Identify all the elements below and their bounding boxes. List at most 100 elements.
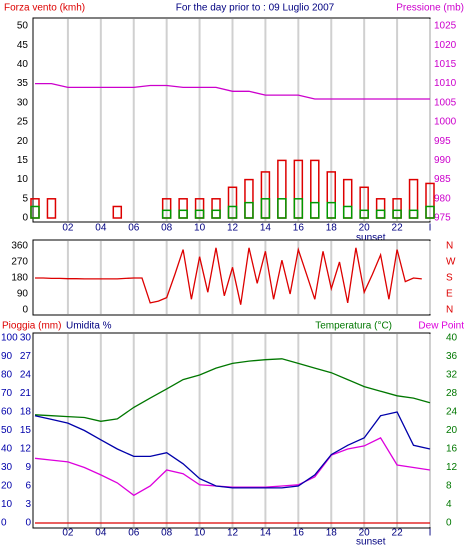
y-tick-label: 45	[17, 40, 29, 51]
y-tick-label: 30	[17, 97, 29, 108]
bar	[244, 201, 254, 219]
x-tick-label: 12	[227, 223, 239, 234]
y-tick-label: 0	[22, 305, 28, 316]
x-tick-label: 16	[293, 528, 305, 539]
series-line	[34, 411, 431, 489]
y-tick-label: 35	[17, 78, 29, 89]
axis-title: Temperatura (°C)	[315, 321, 392, 332]
y2-tick-label: 1025	[434, 21, 457, 32]
x-tick-label: 20	[359, 528, 371, 539]
y-tick-label: 5	[22, 193, 28, 204]
y2-tick-label: 985	[434, 174, 451, 185]
axis-title: Dew Point	[418, 321, 464, 332]
series-line	[34, 358, 431, 422]
x-tick-label: 10	[194, 528, 206, 539]
bar	[342, 205, 353, 219]
y2-tick-label: 975	[434, 213, 451, 224]
axis-title: Pioggia (mm)	[2, 321, 61, 332]
series-line	[35, 247, 422, 305]
x-tick-label: 14	[260, 528, 272, 539]
axis-title: Pressione (mb)	[396, 3, 464, 14]
bar	[408, 209, 419, 219]
x-tick-label: 08	[161, 223, 173, 234]
x-tick-label: 08	[161, 528, 173, 539]
y3-tick-label: 18	[20, 407, 32, 418]
y-tick-label: 70	[1, 388, 13, 399]
bar	[310, 201, 320, 219]
x-tick-label: 06	[128, 223, 140, 234]
y2-tick-label: 4	[446, 499, 452, 510]
y-tick-label: 10	[17, 174, 29, 185]
bar	[293, 198, 304, 219]
y-tick-label: 20	[1, 481, 13, 492]
y-tick-label: 360	[11, 241, 28, 252]
y-tick-label: 20	[17, 136, 29, 147]
y2-tick-label: 1000	[434, 117, 457, 128]
bar	[277, 198, 287, 219]
y-tick-label: 15	[17, 155, 29, 166]
bar	[425, 205, 435, 219]
y3-tick-label: 30	[20, 333, 32, 344]
y-tick-label: 40	[1, 444, 13, 455]
bar	[260, 198, 271, 219]
axis-title: Forza vento (kmh)	[4, 3, 85, 14]
x-tick-label: 04	[95, 528, 107, 539]
y2-tick-label: E	[446, 289, 453, 300]
y2-tick-label: N	[446, 241, 453, 252]
y2-tick-label: 1010	[434, 78, 457, 89]
y-tick-label: 0	[1, 518, 7, 529]
y2-tick-label: 28	[446, 388, 458, 399]
x-tick-label: 10	[194, 223, 206, 234]
bar	[227, 205, 238, 219]
y-tick-label: 50	[17, 21, 29, 32]
bar	[161, 209, 172, 219]
bar	[392, 209, 402, 219]
y3-tick-label: 9	[25, 462, 31, 473]
y-tick-label: 90	[1, 351, 13, 362]
y2-tick-label: 36	[446, 351, 458, 362]
y-tick-label: 60	[1, 407, 13, 418]
x-tick-label: 18	[326, 528, 338, 539]
y2-tick-label: 1020	[434, 40, 457, 51]
y3-tick-label: 0	[25, 518, 31, 529]
x-tick-label: 16	[293, 223, 305, 234]
y-tick-label: 30	[1, 462, 13, 473]
y3-tick-label: 12	[20, 444, 32, 455]
bar	[178, 209, 188, 219]
bar	[194, 209, 205, 219]
series-line	[34, 437, 431, 497]
y2-tick-label: 8	[446, 481, 452, 492]
x-tick-label: 06	[128, 528, 140, 539]
y2-tick-label: 995	[434, 136, 451, 147]
x-tick-label: 02	[62, 528, 74, 539]
y3-tick-label: 3	[25, 499, 31, 510]
y-tick-label: 90	[17, 289, 29, 300]
y2-tick-label: 1015	[434, 59, 457, 70]
bar	[211, 209, 221, 219]
bar	[359, 209, 369, 219]
x-tick-label: 04	[95, 223, 107, 234]
annotation: sunset	[356, 233, 386, 244]
y-tick-label: 80	[1, 370, 13, 381]
x-tick-label: 20	[359, 223, 371, 234]
x-tick-label: 14	[260, 223, 272, 234]
y3-tick-label: 27	[20, 351, 32, 362]
y2-tick-label: 24	[446, 407, 458, 418]
y3-tick-label: 21	[20, 388, 32, 399]
y2-tick-label: 16	[446, 444, 458, 455]
bar	[46, 198, 57, 219]
y2-tick-label: 40	[446, 333, 458, 344]
axis-title: Umidita %	[66, 321, 112, 332]
y3-tick-label: 24	[20, 370, 32, 381]
y-tick-label: 40	[17, 59, 29, 70]
bar	[326, 201, 336, 219]
y-tick-label: 270	[11, 257, 28, 268]
y2-tick-label: 20	[446, 425, 458, 436]
y-tick-label: 180	[11, 273, 28, 284]
x-tick-label: 22	[392, 528, 404, 539]
x-tick-label: 22	[392, 223, 404, 234]
y2-tick-label: 0	[446, 518, 452, 529]
y2-tick-label: S	[446, 273, 453, 284]
y2-tick-label: 980	[434, 193, 451, 204]
